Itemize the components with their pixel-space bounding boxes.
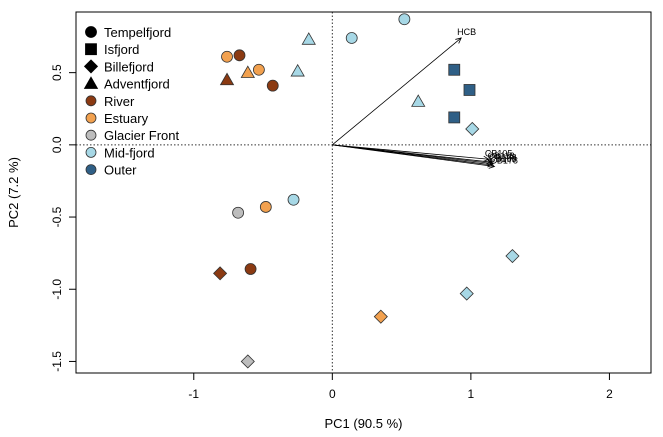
legend-label: Mid-fjord: [104, 145, 155, 160]
legend-marker: [85, 112, 97, 124]
legend-label: Estuary: [104, 111, 149, 126]
legend-label: River: [104, 94, 135, 109]
data-point: [240, 354, 255, 369]
vector-label: CB153: [489, 154, 517, 164]
plot-frame: [75, 11, 652, 374]
data-point: [373, 309, 388, 324]
data-point: [233, 49, 246, 62]
legend-label: Isfjord: [104, 42, 139, 57]
sample-points: [213, 13, 520, 369]
vector-arrowhead: [487, 161, 494, 168]
x-tick-label: -1: [188, 387, 199, 401]
vector-arrowhead: [485, 158, 493, 165]
data-point: [219, 72, 235, 86]
y-tick-label: 0.5: [50, 64, 64, 81]
y-tick-label: -1.5: [50, 351, 64, 372]
y-tick-label: -0.5: [50, 206, 64, 227]
legend-marker: [83, 76, 99, 89]
x-axis: -1 0 1 2: [188, 373, 613, 401]
data-point: [232, 206, 245, 219]
vector-label: CB138: [489, 153, 517, 163]
legend-marker: [85, 95, 97, 107]
legend-marker: [83, 59, 99, 74]
data-point: [398, 13, 411, 26]
data-point: [221, 50, 233, 63]
x-axis-label: PC1 (90.5 %): [324, 416, 402, 431]
legend-label: Outer: [104, 163, 137, 178]
legend-marker: [85, 129, 97, 141]
data-point: [266, 79, 279, 92]
legend-label: Tempelfjord: [104, 25, 171, 40]
legend-label: Billefjord: [104, 59, 154, 74]
data-point: [345, 32, 358, 44]
vector-arrow: [332, 144, 489, 160]
y-axis: -1.5 -1.0 -0.5 0.0 0.5: [50, 64, 76, 372]
legend-marker: [85, 164, 97, 176]
data-point: [213, 266, 228, 281]
x-tick-label: 1: [468, 387, 475, 401]
data-point: [465, 121, 480, 137]
data-point: [505, 248, 520, 264]
x-tick-label: 0: [329, 387, 336, 401]
vector-label: CB118: [488, 151, 515, 161]
data-point: [301, 32, 316, 45]
data-point: [252, 63, 265, 76]
data-point: [244, 263, 257, 275]
legend-marker: [85, 146, 97, 158]
vector-arrowhead: [483, 155, 490, 162]
x-tick-label: 2: [606, 387, 613, 401]
vector-arrowhead: [455, 37, 462, 44]
legend: Tempelfjord Isfjord Billefjord Adventfjord R…: [83, 25, 180, 178]
vector-arrow: [332, 37, 462, 146]
vector-label: HCB: [457, 27, 476, 37]
vector-arrowhead: [488, 162, 496, 169]
data-point: [463, 84, 476, 96]
data-point: [448, 63, 461, 76]
vector-arrow: [332, 144, 495, 167]
vector-label: CB105: [485, 148, 513, 158]
y-tick-label: -1.0: [50, 279, 64, 300]
legend-label: Glacier Front: [104, 128, 180, 143]
data-point: [287, 193, 300, 206]
legend-label: Adventfjord: [104, 77, 170, 92]
y-axis-label: PC2 (7.2 %): [6, 157, 21, 228]
data-point: [240, 65, 255, 78]
data-point: [459, 286, 474, 301]
data-point: [411, 94, 426, 107]
legend-marker: [85, 43, 97, 56]
legend-marker: [85, 26, 97, 38]
data-point: [259, 201, 272, 213]
vector-label: CB178: [490, 156, 518, 166]
y-tick-label: 0.0: [50, 136, 64, 153]
data-point: [290, 63, 305, 77]
data-point: [448, 111, 461, 124]
